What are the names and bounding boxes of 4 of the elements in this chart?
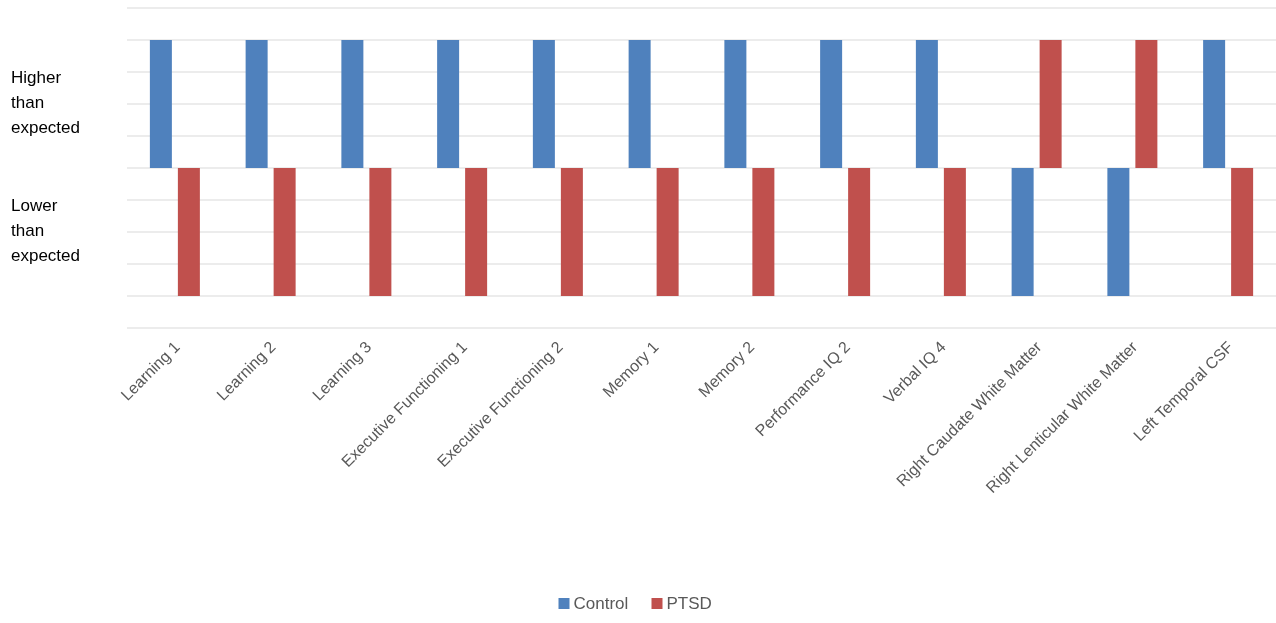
text: Higher than expected	[11, 68, 80, 138]
legend-label: PTSD	[666, 594, 712, 613]
text: Lower than expected	[11, 196, 80, 266]
legend-label: Control	[573, 594, 629, 613]
